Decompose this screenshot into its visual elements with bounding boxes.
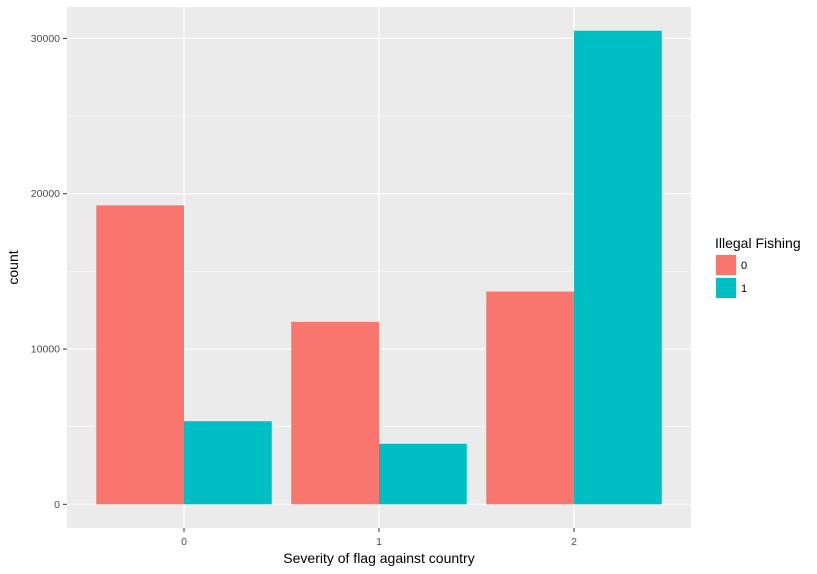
bar-cat-1-series-0 <box>291 321 379 505</box>
bar-cat-1-series-1 <box>379 443 467 505</box>
x-axis: 0 1 2 <box>181 528 577 548</box>
x-tick-label: 2 <box>571 536 577 548</box>
legend-title: Illegal Fishing <box>715 235 801 251</box>
x-tick-label: 0 <box>181 536 187 548</box>
x-tick-label: 1 <box>376 536 382 548</box>
legend-label: 0 <box>741 260 747 272</box>
y-tick-label: 30000 <box>31 33 60 45</box>
y-tick-label: 10000 <box>31 344 60 356</box>
bars <box>96 30 662 505</box>
bar-cat-2-series-0 <box>486 291 574 505</box>
y-axis-title: count <box>5 250 21 284</box>
legend-key-swatch <box>716 278 736 298</box>
y-tick-label: 20000 <box>31 188 60 200</box>
bar-cat-2-series-1 <box>574 30 662 505</box>
bar-cat-0-series-0 <box>96 205 184 505</box>
y-axis: 0 10000 20000 30000 <box>31 33 67 511</box>
legend-key-swatch <box>716 255 736 275</box>
bar-cat-0-series-1 <box>184 421 272 505</box>
y-tick-label: 0 <box>54 499 60 511</box>
x-axis-title: Severity of flag against country <box>283 550 474 566</box>
legend: Illegal Fishing 0 1 <box>715 235 801 299</box>
legend-label: 1 <box>741 283 747 295</box>
